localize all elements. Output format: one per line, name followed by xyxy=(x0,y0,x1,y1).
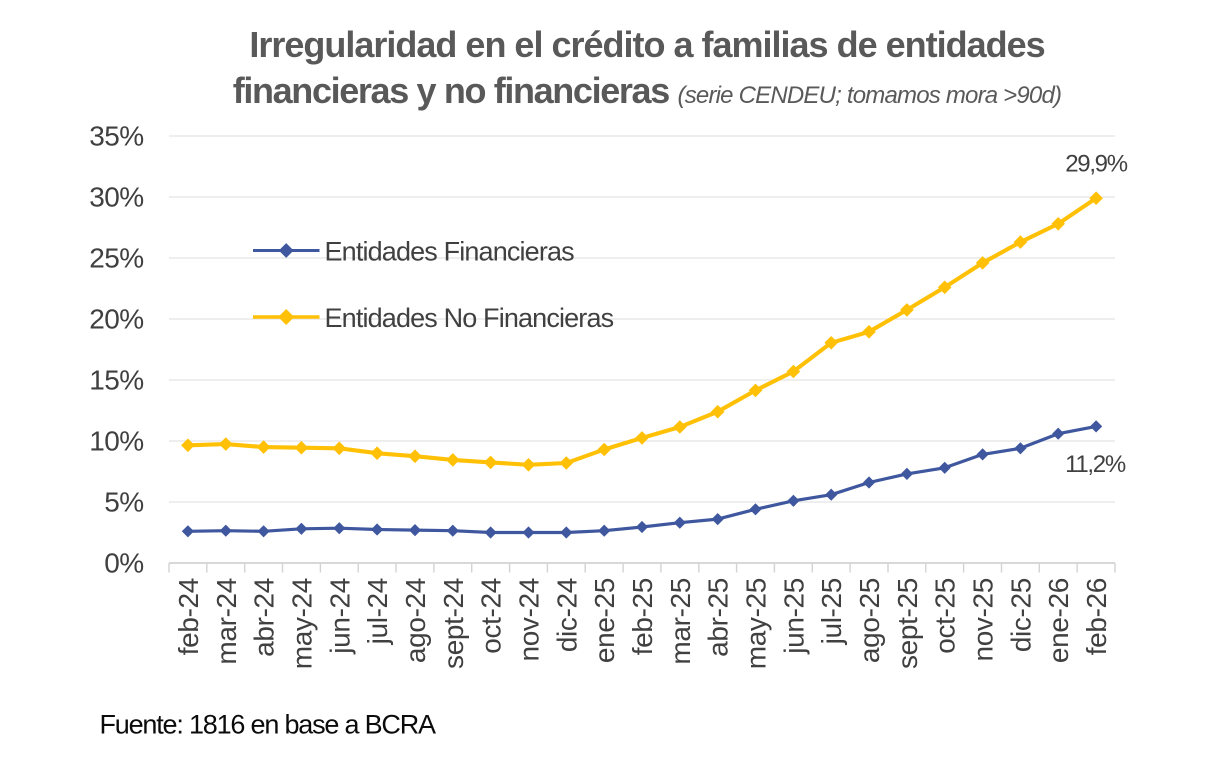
svg-text:mar-25: mar-25 xyxy=(665,578,696,665)
svg-text:abr-24: abr-24 xyxy=(249,578,280,657)
svg-text:Irregularidad en el crédito a: Irregularidad en el crédito a familias d… xyxy=(249,24,1044,65)
svg-text:nov-25: nov-25 xyxy=(968,578,999,662)
svg-text:0%: 0% xyxy=(104,548,143,579)
svg-text:may-25: may-25 xyxy=(741,578,772,669)
svg-text:25%: 25% xyxy=(89,243,143,274)
svg-text:Entidades Financieras: Entidades Financieras xyxy=(325,237,575,267)
svg-text:Fuente: 1816 en base a BCRA: Fuente: 1816 en base a BCRA xyxy=(100,710,437,740)
svg-text:30%: 30% xyxy=(89,182,143,213)
svg-text:20%: 20% xyxy=(89,304,143,335)
svg-text:sept-25: sept-25 xyxy=(892,578,923,669)
svg-text:mar-24: mar-24 xyxy=(211,578,242,665)
svg-text:oct-25: oct-25 xyxy=(930,578,961,654)
svg-text:nov-24: nov-24 xyxy=(514,578,545,662)
svg-text:dic-24: dic-24 xyxy=(551,578,582,652)
svg-text:feb-25: feb-25 xyxy=(627,578,658,655)
svg-text:feb-26: feb-26 xyxy=(1081,578,1112,655)
svg-text:sept-24: sept-24 xyxy=(438,578,469,669)
svg-text:dic-25: dic-25 xyxy=(1005,578,1036,652)
svg-text:10%: 10% xyxy=(89,426,143,457)
svg-text:financieras y no financieras (: financieras y no financieras (serie CEND… xyxy=(233,70,1061,111)
svg-text:ago-24: ago-24 xyxy=(400,578,431,663)
svg-text:may-24: may-24 xyxy=(286,578,317,669)
svg-text:Entidades No Financieras: Entidades No Financieras xyxy=(325,303,614,333)
svg-text:11,2%: 11,2% xyxy=(1065,451,1126,478)
svg-text:ago-25: ago-25 xyxy=(854,578,885,663)
svg-text:29,9%: 29,9% xyxy=(1065,151,1128,178)
svg-text:jun-25: jun-25 xyxy=(778,578,809,655)
svg-text:ene-26: ene-26 xyxy=(1043,578,1074,663)
svg-text:35%: 35% xyxy=(89,121,143,152)
svg-text:jul-25: jul-25 xyxy=(816,578,847,645)
svg-text:15%: 15% xyxy=(89,365,143,396)
svg-text:abr-25: abr-25 xyxy=(703,578,734,657)
svg-text:jun-24: jun-24 xyxy=(324,578,355,655)
svg-text:oct-24: oct-24 xyxy=(476,578,507,654)
svg-text:5%: 5% xyxy=(104,487,143,518)
svg-text:feb-24: feb-24 xyxy=(173,578,204,655)
svg-text:jul-24: jul-24 xyxy=(362,578,393,645)
svg-text:ene-25: ene-25 xyxy=(589,578,620,663)
